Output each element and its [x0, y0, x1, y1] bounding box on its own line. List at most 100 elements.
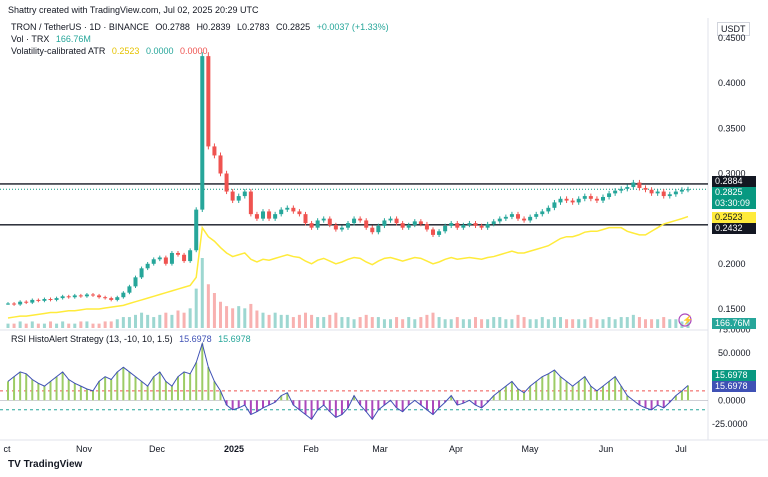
volume-bar	[358, 317, 362, 328]
tag-last-price: 0.2825	[712, 187, 756, 198]
volume-bar	[425, 314, 429, 328]
rsi-value-1: 15.6978	[179, 334, 212, 344]
candle-body	[115, 297, 120, 300]
volume-bar	[540, 317, 544, 328]
candle-body	[497, 218, 502, 222]
candle-body	[491, 221, 496, 225]
volume-bar	[291, 317, 295, 328]
volume-bar	[140, 312, 144, 328]
volume-bar	[79, 321, 83, 328]
volume-bar	[164, 312, 168, 328]
candle-body	[230, 191, 235, 201]
time-tick-label: Nov	[76, 444, 93, 454]
volume-value: 166.76M	[55, 34, 91, 44]
volume-bar	[310, 314, 314, 328]
candle-body	[649, 189, 654, 194]
candle-body	[394, 218, 399, 224]
volume-bar	[334, 312, 338, 328]
candle-body	[467, 223, 472, 225]
volume-label: Vol · TRX	[11, 34, 50, 44]
rsi-tick-label: 0.0000	[718, 395, 746, 405]
candle-body	[461, 224, 466, 228]
candle-body	[582, 196, 587, 199]
ohlc-low: L0.2783	[236, 22, 270, 32]
volume-bar	[328, 314, 332, 328]
volume-bar	[492, 317, 496, 328]
volume-bar	[170, 314, 174, 328]
candle-body	[36, 299, 41, 301]
volume-bar	[212, 293, 216, 328]
candle-body	[637, 182, 642, 188]
time-tick-label: Jun	[599, 444, 614, 454]
candle-body	[285, 207, 290, 210]
volume-bar	[255, 310, 259, 328]
candle-body	[60, 296, 65, 299]
volume-bar	[401, 319, 405, 328]
candle-body	[619, 188, 624, 191]
candle-body	[72, 295, 77, 298]
currency-selector[interactable]: USDT	[717, 22, 750, 36]
candle-body	[686, 189, 690, 191]
candle-body	[503, 216, 508, 219]
candle-body	[157, 257, 162, 260]
volume-bar	[115, 319, 119, 328]
candle-body	[564, 198, 569, 201]
candle-body	[127, 286, 132, 293]
volume-bar	[285, 314, 289, 328]
volume-bar	[407, 317, 411, 328]
volume-bar	[219, 301, 222, 328]
time-tick-label: Jul	[675, 444, 687, 454]
candle-body	[145, 263, 150, 269]
candle-body	[540, 211, 545, 215]
candle-body	[327, 218, 332, 225]
candle-body	[224, 173, 229, 192]
candle-body	[291, 207, 296, 212]
candle-body	[455, 223, 460, 228]
candle-body	[406, 224, 411, 228]
time-tick-label: ct	[3, 444, 11, 454]
volume-bar	[73, 323, 77, 328]
tag-atr: 0.2523	[712, 212, 756, 223]
candle-body	[109, 298, 114, 300]
volume-bar	[656, 319, 660, 328]
candle-body	[412, 221, 417, 225]
candle-body	[576, 198, 581, 203]
candle-body	[601, 196, 605, 201]
volume-bar	[395, 317, 399, 328]
volume-bar	[194, 288, 198, 328]
rsi-tick-label: 75.0000	[718, 324, 751, 334]
candle-body	[84, 294, 89, 297]
tag-countdown: 03:30:09	[712, 198, 756, 209]
volume-bar	[583, 319, 587, 328]
volume-bar	[662, 317, 666, 328]
volume-bar	[61, 321, 65, 328]
volume-bar	[127, 317, 131, 328]
candle-body	[188, 250, 193, 262]
volume-bar	[625, 317, 629, 328]
candle-body	[151, 259, 156, 264]
volume-bar	[528, 319, 532, 328]
candle-body	[339, 227, 344, 230]
flash-glyph: ⚡	[682, 314, 693, 326]
candle-body	[509, 214, 514, 217]
volume-bar	[650, 319, 654, 328]
candle-body	[254, 214, 259, 219]
flash-icon[interactable]	[678, 313, 692, 327]
tradingview-logo[interactable]: TV TradingView	[8, 459, 82, 470]
candle-body	[66, 296, 71, 298]
candle-body	[479, 225, 484, 228]
candle-body	[200, 56, 205, 210]
candle-body	[48, 299, 53, 301]
candle-body	[176, 252, 180, 255]
price-change: +0.0037 (+1.33%)	[316, 22, 389, 32]
volume-bar	[237, 306, 241, 328]
atr-value-3: 0.0000	[179, 46, 208, 56]
volume-bar	[467, 319, 471, 328]
candle-body	[473, 223, 478, 226]
volume-bar	[431, 312, 435, 328]
volume-bar	[504, 319, 508, 328]
candle-body	[206, 56, 211, 147]
volume-bar	[455, 317, 459, 328]
candle-body	[97, 295, 102, 298]
